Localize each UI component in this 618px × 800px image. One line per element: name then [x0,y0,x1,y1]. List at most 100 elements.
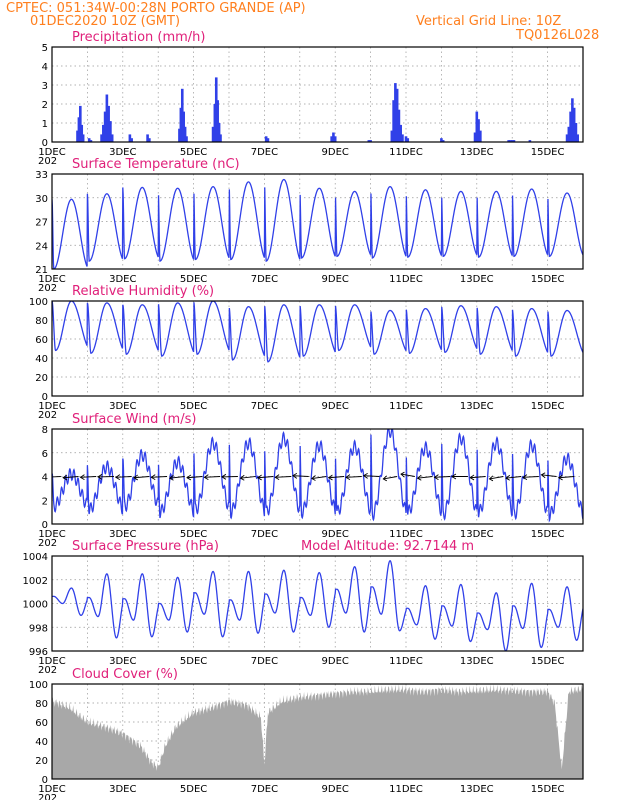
y-tick-label: 4 [42,473,48,484]
precip-bar [148,138,151,142]
wind-arrow-head [256,474,262,481]
y-tick-label: 1 [42,119,48,130]
x-tick-label: 15DEC [531,274,565,285]
year-label: 202 [38,283,57,294]
wind-arrow-head [292,472,298,479]
wind-arrow [363,475,380,477]
wind-arrow-head [327,474,333,481]
series-group [52,429,583,523]
y-tick-label: 20 [35,756,48,767]
run-code: TQ0126L028 [515,28,599,43]
wind-arrow [558,476,575,479]
precip-bar [102,124,105,142]
wind-arrow-head [150,474,156,481]
precip-bar [211,126,215,142]
panel-title: Cloud Cover (%) [72,667,178,682]
series-group [76,77,579,142]
x-tick-label: 7DEC [251,529,278,540]
precip-bar [219,134,222,142]
year-label: 202 [38,793,57,800]
wind-arrow [115,476,132,478]
wind-arrow [541,474,557,477]
x-tick-label: 11DEC [389,274,423,285]
precip-bar [507,140,510,142]
wind-arrow [275,476,291,478]
y-tick-label: 0 [42,520,48,531]
precip-bar [80,124,84,142]
panel-4: 996 998 1000 1002 1004 1DEC 3DEC 5DEC 7DEC 9DEC 11… [23,539,584,676]
cloud-area [52,684,583,779]
wind-arrow-head [115,474,121,481]
series-line [52,178,583,269]
wind-arrow-head [97,473,103,480]
wind-arrow-head [62,474,68,481]
x-tick-label: 3DEC [109,274,136,285]
wind-arrow [80,476,97,478]
station-title: CPTEC: 051:34W-00:28N PORTO GRANDE (AP) [6,1,306,16]
precip-bar [216,100,219,142]
x-tick-label: 3DEC [109,401,136,412]
series-group [52,178,583,269]
wind-arrow-head [400,471,405,478]
x-tick-label: 15DEC [531,656,565,667]
precip-bar [146,134,149,142]
y-tick-label: 0 [42,775,48,786]
year-label: 202 [38,156,57,167]
panel-0: 0 1 2 3 4 5 1DEC 3DEC 5DEC 7DEC 9DEC 11DEC 13DEC 15DE… [38,30,584,167]
precip-bar [103,111,107,142]
x-tick-label: 7DEC [251,274,278,285]
x-tick-label: 3DEC [109,529,136,540]
precip-bar [404,136,408,142]
x-tick-label: 15DEC [531,147,565,158]
precip-bar [509,140,512,142]
x-tick-label: 13DEC [460,529,494,540]
x-tick-label: 3DEC [109,784,136,795]
wind-arrow-head [451,473,457,480]
x-tick-label: 13DEC [460,784,494,795]
precip-bar [440,138,443,142]
wind-arrow [186,476,203,479]
precip-bar [473,132,477,142]
panel-1: 21 24 27 30 33 1DEC 3DEC 5DEC 7DEC 9DEC 11DEC 13DEC… [35,157,584,294]
grid-line-note: Vertical Grid Line: 10Z [416,14,561,29]
y-tick-label: 0 [42,138,48,149]
precip-bar [479,130,482,142]
precip-bar [213,104,217,142]
precip-bar [79,105,82,142]
y-tick-label: 1004 [23,552,48,563]
y-tick-label: 5 [42,43,48,54]
precip-bar [110,134,114,142]
y-tick-label: 996 [29,647,48,658]
x-tick-label: 9DEC [322,274,349,285]
precip-bar [182,111,185,142]
y-tick-label: 21 [35,265,48,276]
precip-bar [100,134,103,142]
series-line [52,301,583,363]
wind-arrow [311,476,327,479]
precip-bar [264,136,268,142]
precip-bar [217,123,221,142]
y-tick-label: 40 [35,354,48,365]
precip-bar [571,98,574,142]
y-tick-label: 100 [29,297,48,308]
panel-frame [51,300,584,397]
precip-bar [76,130,79,142]
y-tick-label: 8 [42,425,48,436]
year-label: 202 [38,538,57,549]
x-tick-label: 5DEC [180,656,207,667]
panel-title: Relative Humidity (%) [72,284,214,299]
precip-bar [89,140,93,142]
y-tick-label: 80 [35,699,48,710]
precip-bar [77,117,81,142]
y-tick-label: 1002 [23,576,48,587]
precip-bar [109,121,112,142]
panel-title: Precipitation (mm/h) [72,30,205,45]
x-tick-label: 15DEC [531,784,565,795]
x-tick-label: 5DEC [180,784,207,795]
wind-arrow [151,476,168,478]
precip-bar [394,83,397,142]
precip-bar [266,138,270,142]
wind-arrow-head [488,475,494,482]
x-tick-label: 1DEC [38,529,65,540]
wind-arrow [292,475,309,477]
